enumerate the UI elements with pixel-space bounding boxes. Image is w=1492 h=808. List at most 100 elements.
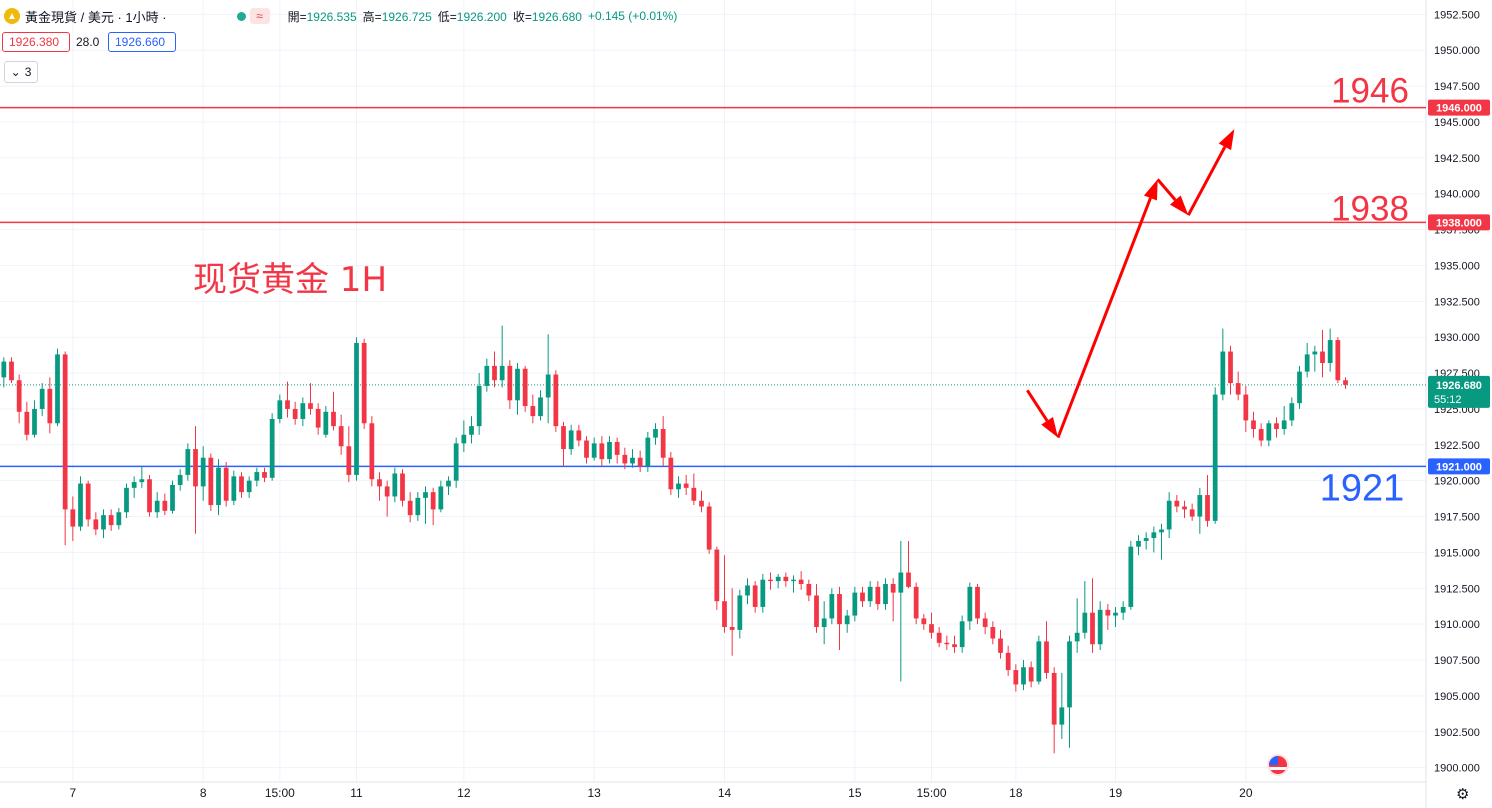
candle: [1067, 635, 1072, 748]
candle: [1, 357, 7, 388]
candle-body: [308, 403, 313, 409]
candle-body: [829, 594, 835, 619]
candle-body: [1174, 500, 1180, 507]
candle-body: [752, 585, 758, 607]
candle: [1327, 328, 1333, 372]
candle: [553, 370, 559, 432]
candle: [469, 416, 474, 444]
indicator-toggle-button[interactable]: ⌄ 3: [4, 61, 38, 83]
candle: [262, 467, 267, 483]
candle: [1074, 598, 1080, 653]
candle: [1182, 500, 1187, 518]
candle-body: [1258, 429, 1264, 441]
candle: [668, 451, 674, 496]
candle-body: [883, 583, 888, 605]
candle: [1005, 645, 1011, 676]
ohlc-high: 高=1926.725: [362, 9, 432, 24]
candle-body: [852, 592, 858, 616]
candle-body: [545, 374, 551, 398]
candle: [315, 403, 321, 435]
candle-body: [898, 572, 904, 593]
candle-body: [492, 365, 497, 381]
settings-gear-icon[interactable]: ⚙: [1456, 786, 1470, 803]
candle: [561, 421, 566, 467]
candle-body: [530, 406, 536, 417]
buy-price-button[interactable]: 1926.660: [108, 32, 176, 52]
candle: [32, 400, 37, 438]
candle: [538, 390, 543, 421]
candle: [254, 467, 260, 487]
candle-body: [975, 586, 980, 619]
candle: [446, 476, 451, 496]
candle-body: [676, 483, 681, 490]
candle: [1243, 385, 1249, 432]
candle: [982, 612, 988, 635]
candle-body: [116, 512, 122, 526]
candle-body: [231, 476, 237, 501]
candle: [1174, 495, 1180, 513]
candle: [170, 480, 175, 514]
candle-body: [1128, 546, 1134, 607]
candle-body: [967, 586, 973, 622]
candle-body: [683, 483, 689, 488]
candle-body: [722, 601, 727, 628]
candle: [1220, 328, 1226, 401]
candle: [913, 582, 919, 625]
us-flag-icon[interactable]: [1267, 754, 1289, 776]
candle: [844, 609, 850, 633]
candle-body: [469, 426, 474, 435]
candle: [85, 480, 91, 527]
candle-body: [622, 454, 628, 464]
candle: [507, 360, 513, 409]
candle: [78, 476, 83, 531]
candle-body: [584, 440, 589, 458]
candle-body: [1327, 340, 1333, 364]
symbol-title[interactable]: 黃金現貨 / 美元 · 1小時 ·: [25, 9, 167, 25]
candle: [522, 365, 528, 412]
candle: [423, 486, 428, 524]
candle-body: [875, 586, 881, 605]
price-axis-label: 1921.000: [1436, 461, 1482, 473]
candle-body: [9, 361, 14, 381]
candle-body: [377, 479, 382, 487]
candle: [814, 583, 819, 633]
candle-body: [706, 506, 712, 550]
candle-body: [1028, 667, 1034, 682]
candle-body: [1189, 509, 1195, 517]
candle-body: [515, 368, 520, 401]
candle-body: [821, 618, 827, 628]
candle-body: [668, 457, 674, 490]
candle-body: [1166, 500, 1172, 530]
candle: [1189, 503, 1195, 521]
candle: [1304, 342, 1310, 378]
candle-body: [591, 443, 597, 458]
candle: [1090, 578, 1095, 653]
time-tick-label: 8: [200, 786, 207, 800]
candle: [369, 416, 375, 487]
candle: [1266, 420, 1272, 447]
candle-body: [737, 595, 743, 630]
candle: [62, 351, 68, 546]
candles: [1, 325, 1348, 754]
candle: [331, 391, 336, 431]
wave-icon[interactable]: ≈: [249, 8, 270, 24]
candle: [200, 446, 206, 501]
candle-body: [998, 638, 1003, 653]
candle-body: [461, 434, 467, 444]
candle-body: [699, 500, 704, 507]
candle-body: [645, 437, 651, 467]
forecast-arrow-head: [1170, 195, 1189, 216]
candle: [737, 589, 743, 639]
price-tick-label: 1905.000: [1434, 691, 1480, 703]
candle: [377, 472, 382, 501]
candle-body: [147, 479, 152, 513]
candle-body: [607, 441, 612, 460]
candle-body: [1090, 612, 1095, 645]
candle-body: [269, 418, 275, 478]
forecast-arrow-shaft: [1056, 197, 1152, 439]
candle-body: [936, 632, 942, 643]
candle: [24, 401, 30, 441]
candle: [1235, 371, 1241, 401]
sell-price-button[interactable]: 1926.380: [2, 32, 70, 52]
